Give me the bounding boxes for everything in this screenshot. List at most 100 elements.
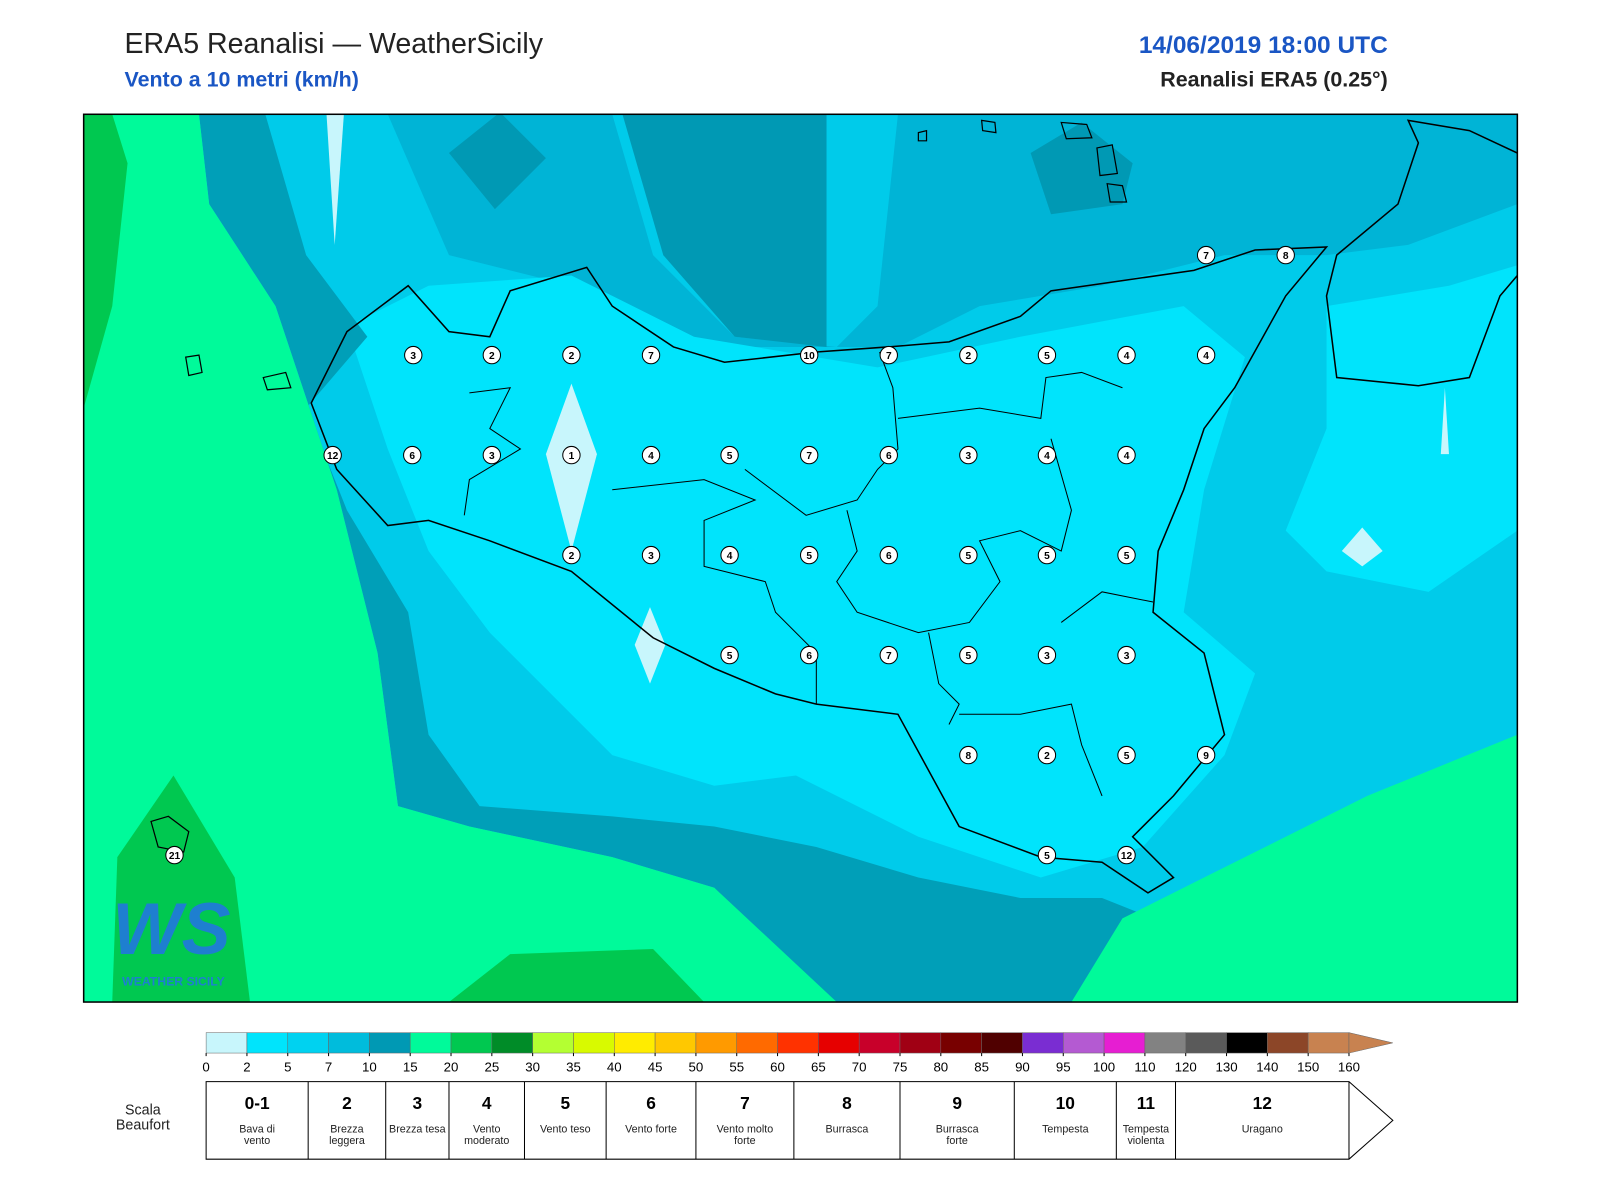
station-marker <box>1037 645 1057 665</box>
calabria-coast <box>1325 119 1518 387</box>
beaufort-name: Tempesta <box>1042 1124 1089 1136</box>
colorbar-tick-label: 100 <box>1093 1059 1115 1074</box>
station-marker <box>1276 245 1295 265</box>
beaufort-name-box: Brezza leggera <box>329 1124 365 1146</box>
station-marker <box>403 445 422 465</box>
colorbar-swatch <box>287 1032 329 1054</box>
colorbar-swatch <box>1226 1032 1268 1054</box>
beaufort-name-box: Uragano <box>1241 1124 1283 1136</box>
station-value: 7 <box>1203 251 1209 262</box>
beaufort-name-box: Burrasca forte <box>936 1124 979 1146</box>
colorbar-tick-label: 10 <box>362 1059 377 1074</box>
beaufort-force: 11 <box>1137 1093 1156 1113</box>
beaufort-name-box: Bava di vento <box>239 1124 275 1146</box>
beaufort-name: Vento molto forte <box>716 1124 774 1147</box>
station-marker <box>482 345 502 365</box>
colorbar-swatch <box>818 1032 860 1054</box>
colorbar-tick-label: 5 <box>284 1059 291 1074</box>
station-value: 3 <box>966 451 972 462</box>
subtitle: Vento a 10 metri (km/h) <box>124 68 358 92</box>
station-marker <box>800 645 819 665</box>
beaufort-name: Uragano <box>1241 1124 1283 1136</box>
station-marker <box>323 445 342 465</box>
station-value: 3 <box>648 551 654 562</box>
beaufort-force: 7 <box>740 1093 750 1113</box>
station-value: 7 <box>886 351 892 362</box>
wind-band <box>622 114 827 347</box>
colorbar-swatch <box>1307 1032 1350 1054</box>
colorbar-tick-label: 150 <box>1297 1059 1319 1074</box>
station-value: 6 <box>886 451 892 462</box>
wind-band <box>387 114 1518 347</box>
beaufort-name-box: Brezza tesa <box>389 1124 446 1135</box>
wind-band <box>83 114 837 1003</box>
beaufort-name: Vento teso <box>539 1124 591 1136</box>
station-marker <box>1117 845 1136 865</box>
beaufort-name: Vento forte <box>625 1124 677 1136</box>
station-value: 8 <box>966 751 972 762</box>
colorbar-tick-label: 7 <box>325 1059 332 1074</box>
colorbar-tick-label: 95 <box>1056 1059 1071 1074</box>
station-value: 7 <box>806 451 812 462</box>
station-marker <box>720 445 739 465</box>
colorbar-tick-label: 45 <box>648 1059 663 1074</box>
station-value: 4 <box>1203 351 1209 362</box>
station-value: 2 <box>1044 751 1050 762</box>
beaufort-name-box: Burrasca <box>825 1124 868 1135</box>
colorbar-swatch <box>532 1032 574 1054</box>
colorbar-tick-label: 110 <box>1134 1059 1155 1074</box>
station-value: 1 <box>569 451 575 462</box>
wind-band <box>83 114 128 409</box>
colorbar-tick-label: 2 <box>243 1059 250 1074</box>
station-marker <box>879 645 898 665</box>
station-value: 2 <box>966 351 972 362</box>
station-marker <box>1117 345 1136 365</box>
station-values: 3 2 2 7 10 7 2 5 4 4 12 6 3 1 4 5 7 6 3 4 4 2 3 4 5 6 5 5 5 5 6 7 5 3 3 8 2 5… <box>165 245 1295 865</box>
station-value: 5 <box>727 651 733 662</box>
station-marker <box>959 445 978 465</box>
station-value: 5 <box>1124 751 1130 762</box>
station-value: 4 <box>648 451 654 462</box>
station-value: 7 <box>648 351 654 362</box>
islands <box>150 119 1128 853</box>
colorbar-tick-label: 60 <box>770 1059 785 1074</box>
station-value: 4 <box>727 551 733 562</box>
colorbar-tick-label: 25 <box>484 1059 499 1074</box>
station-marker <box>562 345 581 365</box>
logo-mark: WS <box>112 887 230 970</box>
station-value: 6 <box>886 551 892 562</box>
beaufort-label: Scala Beaufort <box>115 1102 170 1133</box>
colorbar-swatch <box>450 1032 493 1054</box>
colorbar-swatch <box>858 1032 901 1054</box>
wind-band <box>1440 387 1449 455</box>
beaufort-name: Tempesta violenta <box>1122 1124 1170 1147</box>
station-value: 5 <box>1124 551 1130 562</box>
station-value: 2 <box>489 351 495 362</box>
colorbar-swatch <box>1103 1032 1146 1054</box>
station-value: 3 <box>1044 651 1050 662</box>
station-value: 5 <box>966 651 972 662</box>
wind-band <box>634 607 666 684</box>
beaufort-frame <box>205 1081 1394 1160</box>
beaufort-force: 4 <box>482 1093 492 1113</box>
title: ERA5 Reanalisi — WeatherSicily <box>124 28 543 60</box>
beaufort-name-box: Vento molto forte <box>716 1124 774 1147</box>
station-marker <box>959 645 978 665</box>
colorbar-tick-label: 35 <box>566 1059 581 1074</box>
station-marker <box>1196 345 1216 365</box>
station-value: 3 <box>1124 651 1130 662</box>
colorbar-swatch <box>1267 1032 1309 1054</box>
station-marker <box>959 345 978 365</box>
beaufort-force: 6 <box>646 1093 656 1113</box>
beaufort-name-box: Vento forte <box>625 1124 677 1136</box>
station-value: 2 <box>569 351 575 362</box>
station-value: 3 <box>410 351 416 362</box>
beaufort-scale: Scala Beaufort 0-1 Bava di vento 2 Brezza le… <box>115 1081 1394 1160</box>
colorbar: 0 2 5 7 10 15 20 25 30 35 40 45 50 55 60 65 70 75 80 85 90 95… <box>202 1032 1393 1074</box>
beaufort-force: 10 <box>1056 1093 1075 1113</box>
station-marker <box>720 645 739 665</box>
station-value: 3 <box>489 451 495 462</box>
colorbar-swatch <box>1063 1032 1105 1054</box>
station-value: 12 <box>327 451 339 462</box>
station-value: 8 <box>1283 251 1289 262</box>
